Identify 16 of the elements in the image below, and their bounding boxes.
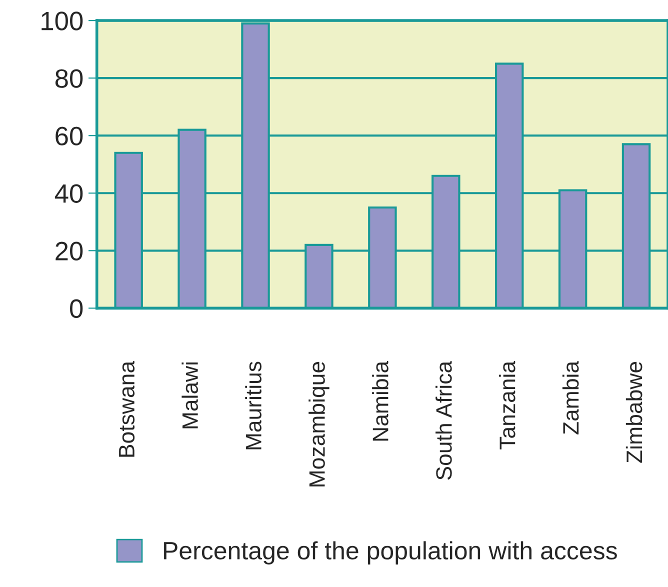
y-tick-label: 80 [55,69,83,88]
x-tick-label: Mauritius [245,362,262,450]
x-tick-label: Tanzania [498,360,516,450]
y-tick-label: 100 [42,12,83,30]
x-tick-label: Mozambique [308,362,330,486]
x-tick-label: South Africa [436,360,452,480]
y-tick-label: 0 [70,299,83,318]
x-tick-label: Zambia [562,360,579,434]
y-tick-label: 60 [56,126,83,146]
x-tick-label: Zimbabwe [626,362,642,463]
y-tick-label: 20 [56,242,83,260]
x-tick-label: Malawi [182,362,198,428]
x-tick-label: Namibia [372,360,388,441]
legend-label: Percentage of the population with access [164,541,617,564]
y-tick-label: 40 [54,184,83,203]
x-tick-label: Botswana [119,360,135,457]
